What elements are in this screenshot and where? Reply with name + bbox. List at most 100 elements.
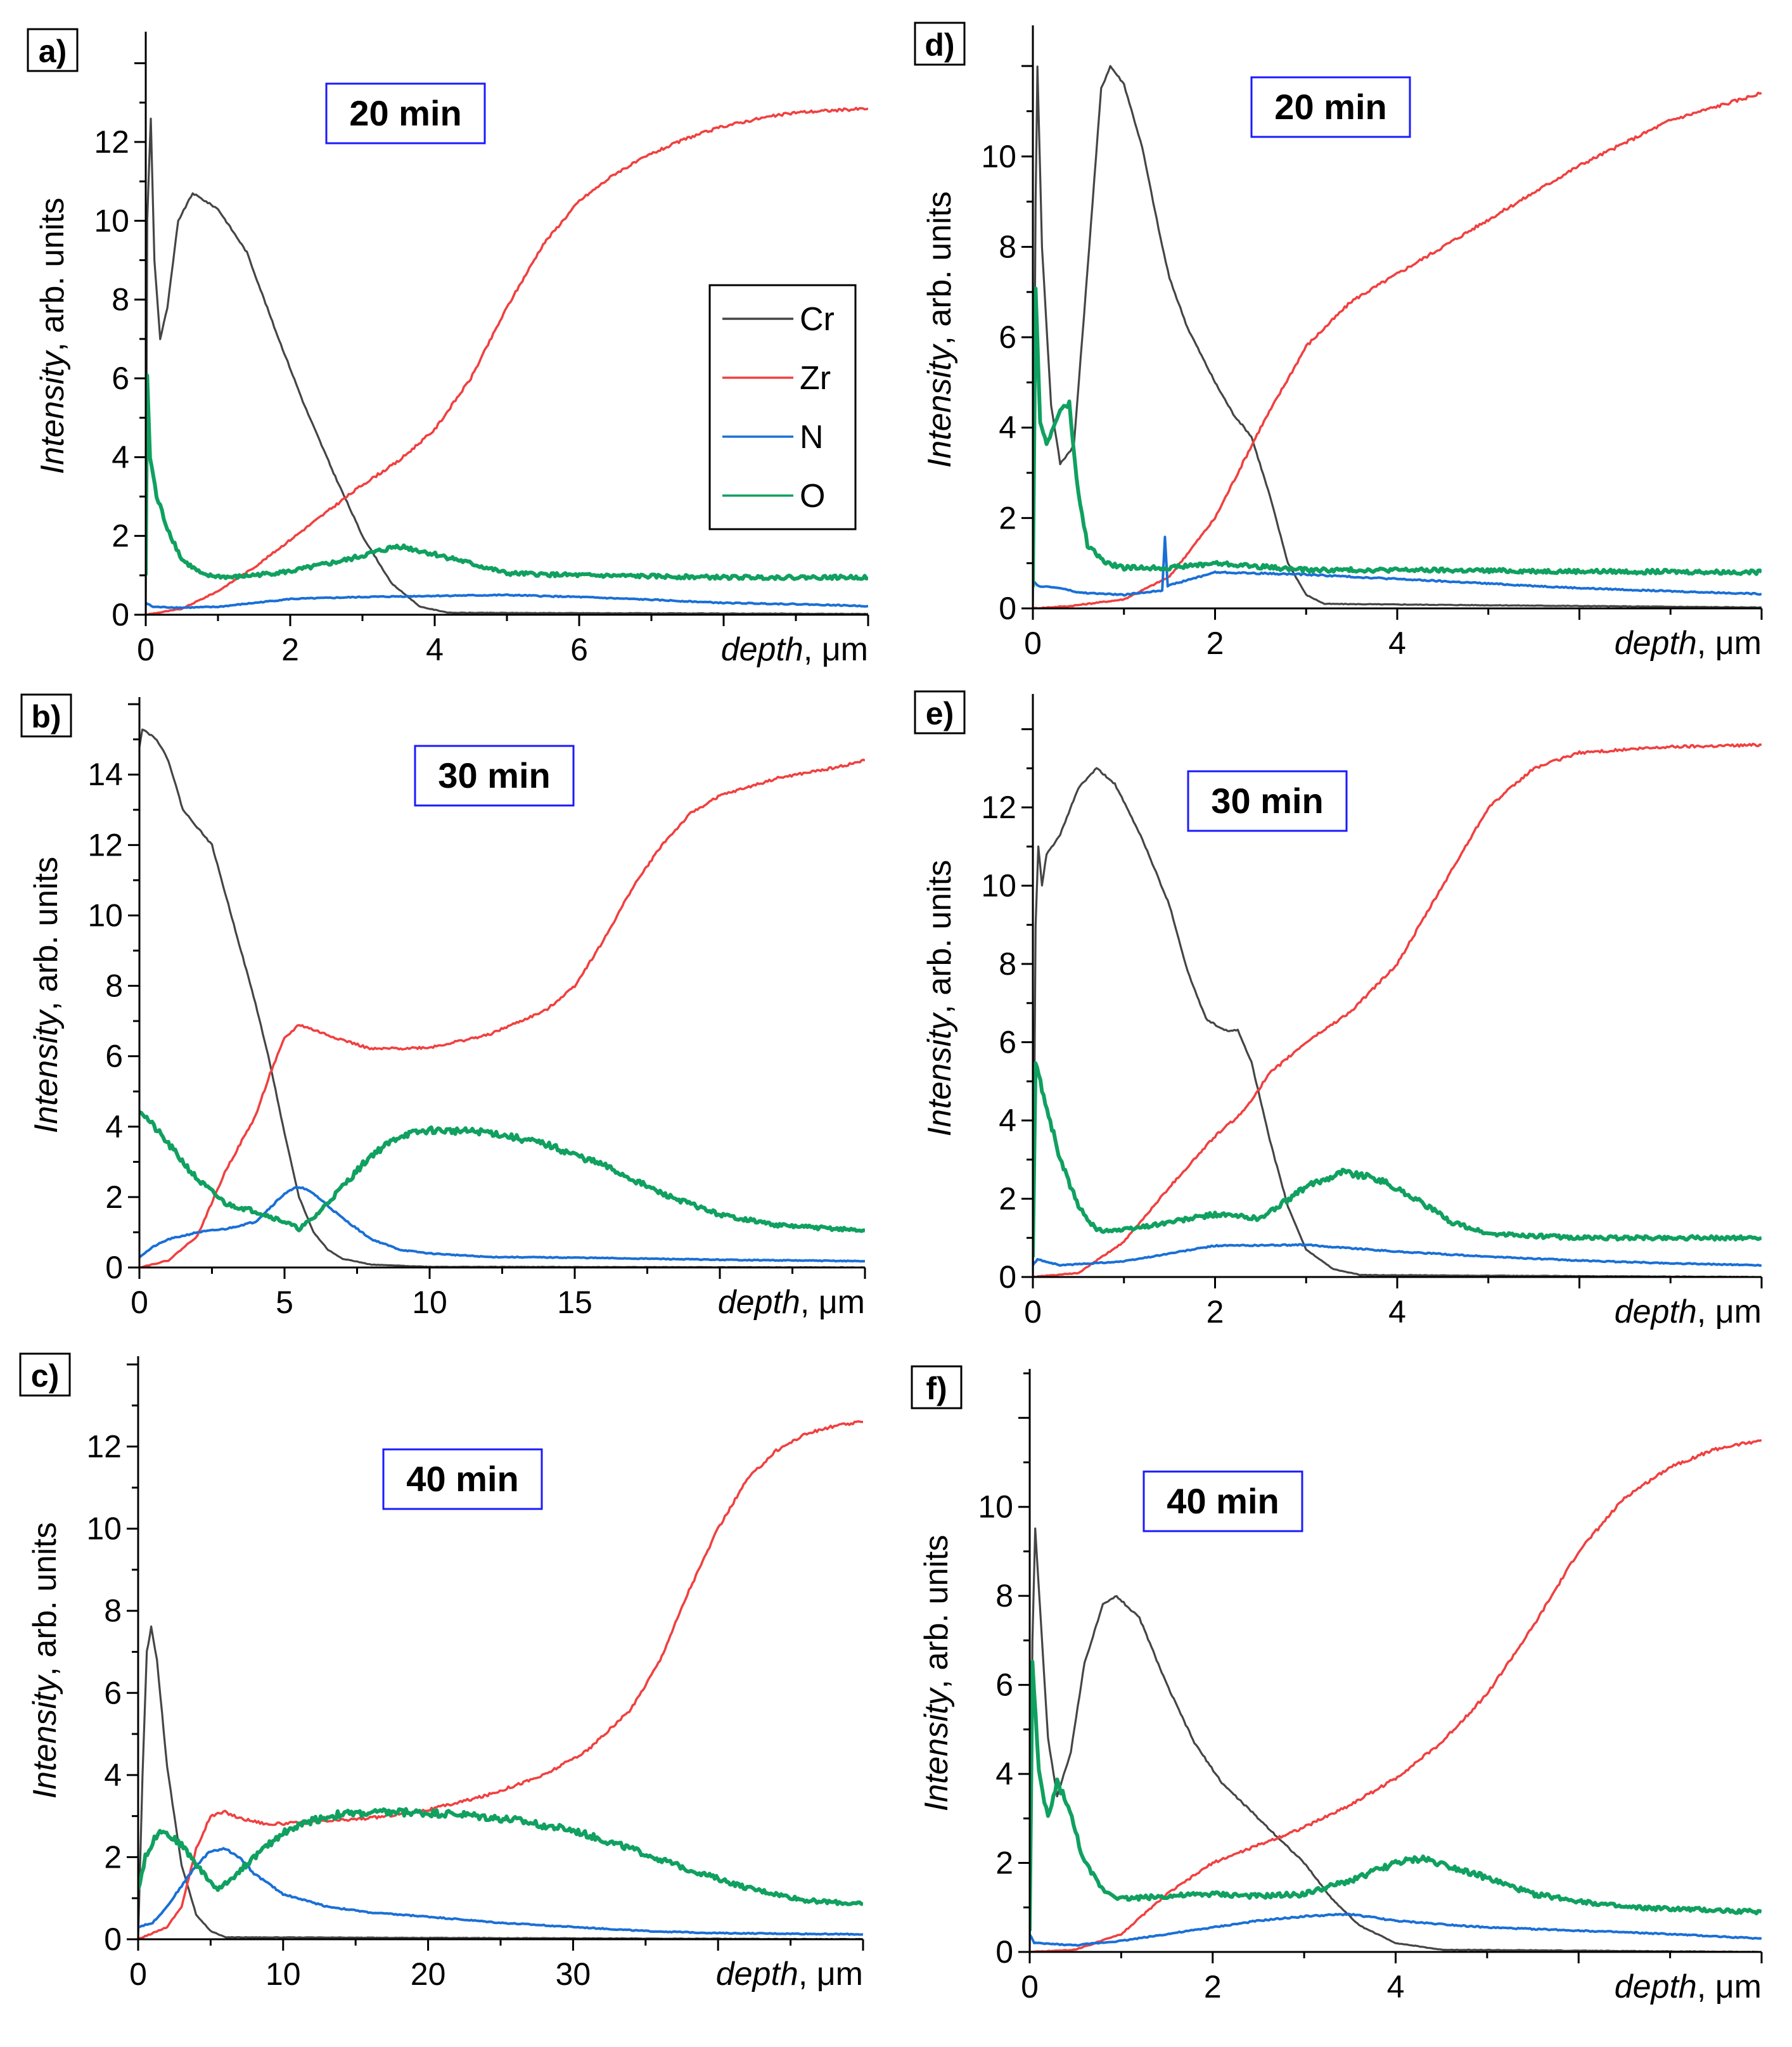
y-axis-label: Intensity, arb. units [921, 191, 958, 468]
x-tick-label: 30 [556, 1956, 591, 1992]
y-axis-label-unit: , arb. units [27, 1522, 63, 1676]
x-tick-label: 10 [412, 1285, 447, 1320]
x-axis-label-italic: depth [716, 1956, 798, 1992]
y-tick-label: 0 [104, 1922, 122, 1957]
y-tick-label: 4 [999, 1103, 1016, 1138]
panel-label-box [19, 1352, 71, 1397]
x-axis-label-italic: depth [721, 631, 803, 668]
y-axis-label-italic: Intensity [918, 1687, 955, 1812]
panel-e: 0 2 4 6 8 10 12 0 2 4 depth, μm Intensity, arb. uni… [914, 690, 1763, 1330]
panel-label-box [20, 693, 72, 738]
y-axis-label-italic: Intensity [34, 350, 71, 475]
series-line-n [138, 1847, 863, 1936]
series-line-cr [1033, 767, 1762, 1277]
y-tick-label: 6 [999, 1025, 1016, 1060]
y-tick-label: 2 [104, 1839, 122, 1875]
panel-label: d) [914, 22, 966, 66]
series-line-n [146, 593, 868, 610]
series-line-o [1033, 1061, 1762, 1257]
y-axis-label-italic: Intensity [921, 1012, 958, 1137]
series-line-o [1033, 286, 1762, 587]
panel-label-text: a) [39, 34, 67, 69]
y-axis-label-unit: , arb. units [921, 191, 958, 345]
y-axis-label: Intensity, arb. units [27, 1522, 63, 1799]
x-tick-label: 2 [1206, 1294, 1224, 1330]
panel-label-box [914, 22, 966, 66]
y-tick-label: 8 [104, 1593, 122, 1629]
series-line-o [139, 1110, 865, 1233]
panel-label-text: e) [926, 696, 954, 731]
y-tick-label: 6 [104, 1675, 122, 1710]
x-axis-label: depth, μm [1615, 1968, 1762, 2005]
series-line-cr [138, 1625, 863, 1939]
series-line-cr [1030, 1527, 1762, 1952]
y-axis-label-italic: Intensity [921, 343, 958, 468]
panel-label: b) [20, 693, 72, 738]
y-axis-label: Intensity, arb. units [28, 857, 65, 1133]
y-tick-label: 4 [104, 1757, 122, 1793]
x-axis-label-italic: depth [1615, 1293, 1697, 1330]
panel-title-box [1187, 770, 1348, 832]
panel-label-text: d) [925, 27, 954, 63]
y-tick-label: 0 [999, 1259, 1016, 1295]
y-tick-label: 2 [995, 1845, 1013, 1881]
x-axis-label: depth, μm [1615, 1293, 1762, 1330]
legend-label-zr: Zr [800, 360, 831, 397]
legend: Cr Zr NO [708, 284, 857, 530]
x-tick-label: 0 [137, 632, 155, 667]
y-tick-label: 8 [995, 1578, 1013, 1614]
x-tick-label: 20 [411, 1956, 446, 1992]
y-axis-label-unit: , arb. units [918, 1535, 955, 1689]
x-tick-label: 15 [557, 1285, 592, 1320]
y-tick-label: 2 [999, 1181, 1016, 1217]
panel-label: e) [914, 690, 966, 735]
panel-label-box [914, 690, 966, 735]
x-tick-label: 0 [129, 1956, 147, 1992]
x-axis-label-unit: , μm [1697, 1968, 1762, 2005]
x-axis-label-unit: , μm [798, 1956, 863, 1992]
y-tick-label: 10 [87, 897, 123, 933]
x-tick-label: 0 [1024, 626, 1042, 661]
y-tick-label: 0 [112, 597, 129, 632]
x-tick-label: 0 [131, 1285, 148, 1320]
panel-title: 30 min [1187, 770, 1348, 832]
panel-title: 40 min [1142, 1470, 1303, 1532]
y-tick-label: 10 [981, 868, 1016, 904]
x-tick-label: 10 [266, 1956, 301, 1992]
series-line-n [1033, 536, 1762, 597]
y-tick-label: 0 [999, 591, 1016, 626]
series-line-o [1030, 1660, 1762, 1931]
panel-a: 0 2 4 6 8 10 12 0 2 4 6 depth, μm Intensity, arb. un… [27, 28, 869, 668]
y-axis-label: Intensity, arb. units [918, 1535, 955, 1811]
y-tick-label: 10 [978, 1489, 1013, 1525]
y-tick-label: 2 [105, 1179, 123, 1215]
x-tick-label: 2 [1204, 1969, 1222, 2005]
panel-title-text: 30 min [1211, 781, 1323, 821]
panel-title-box [414, 745, 575, 807]
x-axis-label: depth, μm [721, 631, 868, 668]
legend-label-n: N [800, 419, 824, 456]
y-tick-label: 4 [999, 410, 1016, 446]
series-line-o [146, 373, 868, 581]
y-tick-label: 12 [94, 124, 129, 160]
panel-title: 30 min [414, 745, 575, 807]
series-line-cr [1033, 65, 1762, 608]
y-tick-label: 12 [981, 790, 1016, 825]
series-line-zr [139, 759, 865, 1267]
panel-label: c) [19, 1352, 71, 1397]
panel-f: 0 2 4 6 8 10 0 2 4 depth, μm Intensity, arb. units… [911, 1365, 1763, 2005]
y-tick-label: 6 [995, 1667, 1013, 1703]
panel-label-box [911, 1365, 963, 1409]
panel-title-text: 20 min [1274, 87, 1386, 127]
x-axis-label-unit: , μm [803, 631, 868, 668]
panel-title-box [382, 1448, 543, 1510]
series-line-zr [1033, 91, 1762, 608]
panel-d: 0 2 4 6 8 10 0 2 4 depth, μm Intensity, arb. units… [914, 22, 1763, 662]
y-axis-label-unit: , arb. units [34, 198, 71, 352]
x-tick-label: 4 [1388, 1294, 1406, 1330]
x-tick-label: 2 [1206, 626, 1224, 661]
x-tick-label: 4 [1387, 1969, 1405, 2005]
x-axis-label: depth, μm [718, 1284, 865, 1321]
y-tick-label: 2 [999, 500, 1016, 536]
